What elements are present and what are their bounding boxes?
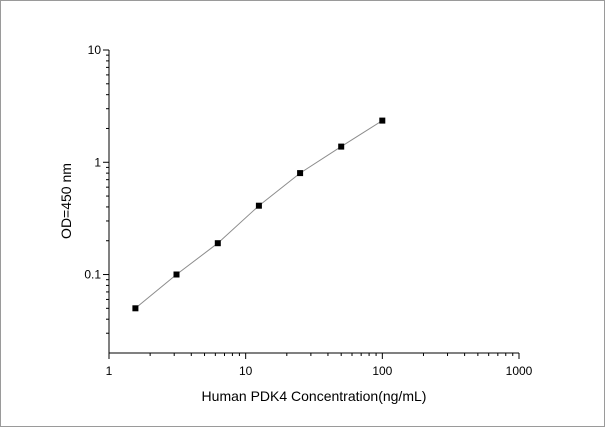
data-point bbox=[338, 143, 345, 150]
data-point bbox=[173, 271, 180, 278]
data-points bbox=[132, 117, 386, 312]
x-tick-label: 1 bbox=[106, 364, 113, 378]
x-tick-label: 1000 bbox=[506, 364, 533, 378]
ticks bbox=[103, 49, 520, 359]
fit-line bbox=[135, 120, 383, 309]
x-axis-label: Human PDK4 Concentration(ng/mL) bbox=[202, 388, 427, 404]
y-tick-label: 0.1 bbox=[84, 268, 101, 282]
data-point bbox=[214, 240, 221, 247]
axes bbox=[108, 50, 519, 354]
y-axis-label: OD=450 nm bbox=[58, 163, 74, 239]
x-tick-label: 100 bbox=[372, 364, 392, 378]
y-tick-label: 10 bbox=[88, 43, 102, 57]
data-point bbox=[379, 117, 386, 124]
y-tick-label: 1 bbox=[94, 155, 101, 169]
data-point bbox=[132, 305, 139, 312]
data-point bbox=[297, 170, 304, 177]
tick-labels: 1 10 100 1000 0.1 1 10 bbox=[84, 43, 532, 378]
x-tick-label: 10 bbox=[239, 364, 253, 378]
data-point bbox=[255, 202, 262, 209]
